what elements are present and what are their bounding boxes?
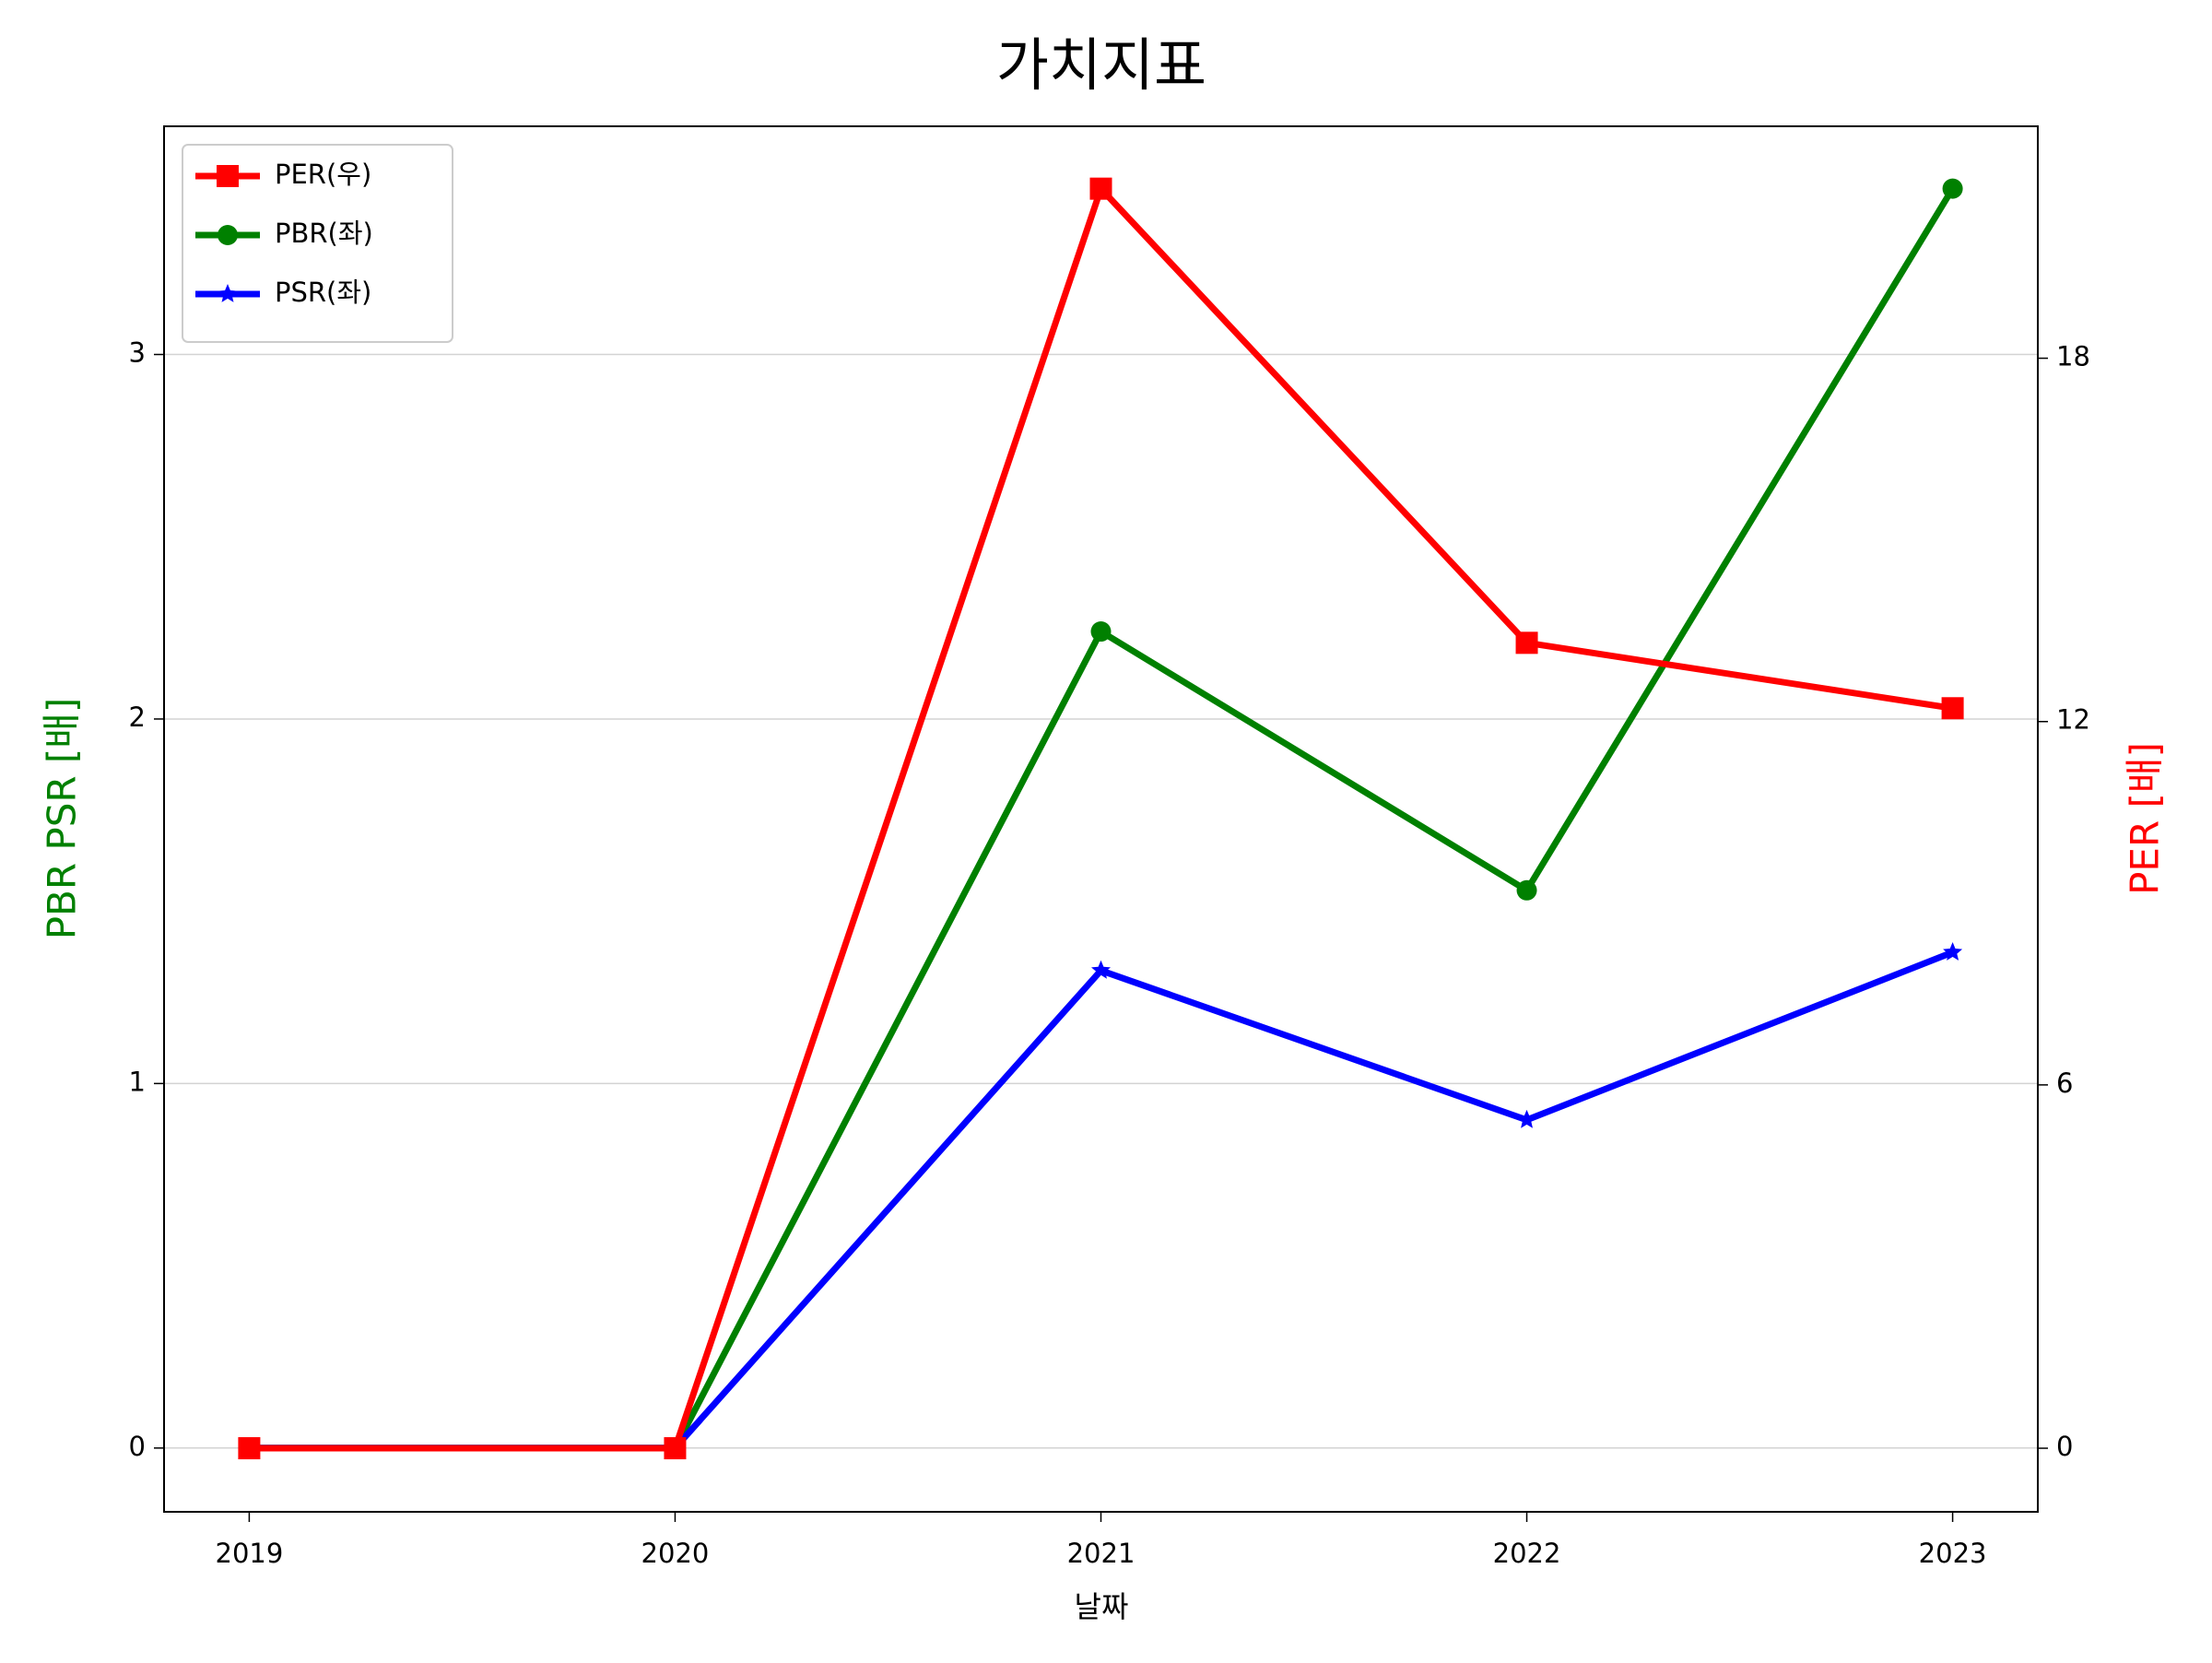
- marker: [238, 1437, 261, 1460]
- marker: [218, 225, 238, 245]
- marker: [1942, 178, 1963, 199]
- y-tick-label: 1: [129, 1066, 146, 1097]
- x-tick-label: 2022: [1493, 1538, 1561, 1569]
- chart-title: 가치지표: [996, 31, 1206, 99]
- marker: [1941, 697, 1964, 720]
- legend-label: PBR(좌): [275, 218, 373, 249]
- marker: [1515, 631, 1538, 655]
- marker: [1089, 177, 1112, 200]
- y-tick-label: 0: [129, 1431, 146, 1462]
- marker: [1090, 621, 1112, 643]
- legend-label: PER(우): [275, 159, 371, 190]
- y2-tick-label: 6: [2056, 1067, 2073, 1099]
- series: [238, 177, 1964, 1460]
- data-line: [249, 949, 1954, 1452]
- marker: [1517, 1109, 1536, 1128]
- x-tick-label: 2020: [641, 1538, 710, 1569]
- data-line: [249, 185, 1954, 1452]
- y2-axis-label: PER [배]: [2123, 742, 2168, 895]
- x-tick-label: 2021: [1067, 1538, 1135, 1569]
- marker: [1091, 960, 1111, 979]
- marker: [664, 1437, 687, 1460]
- series: [239, 178, 1963, 1458]
- y-axis-label: PBR PSR [배]: [40, 698, 85, 940]
- legend-label: PSR(좌): [275, 277, 371, 308]
- marker: [1516, 879, 1537, 901]
- x-axis-label: 날짜: [1075, 1589, 1129, 1624]
- marker: [1943, 942, 1963, 961]
- x-tick-label: 2023: [1919, 1538, 1987, 1569]
- y2-tick-label: 0: [2056, 1431, 2073, 1462]
- data-line: [249, 186, 1956, 1452]
- series: [239, 942, 1963, 1457]
- y-tick-label: 2: [129, 702, 146, 733]
- y2-tick-label: 12: [2056, 704, 2090, 736]
- marker: [218, 284, 238, 302]
- plot-frame: [163, 125, 2039, 1513]
- x-tick-label: 2019: [216, 1538, 284, 1569]
- y-tick-label: 3: [129, 337, 146, 369]
- y2-tick-label: 18: [2056, 341, 2090, 372]
- marker: [217, 165, 239, 187]
